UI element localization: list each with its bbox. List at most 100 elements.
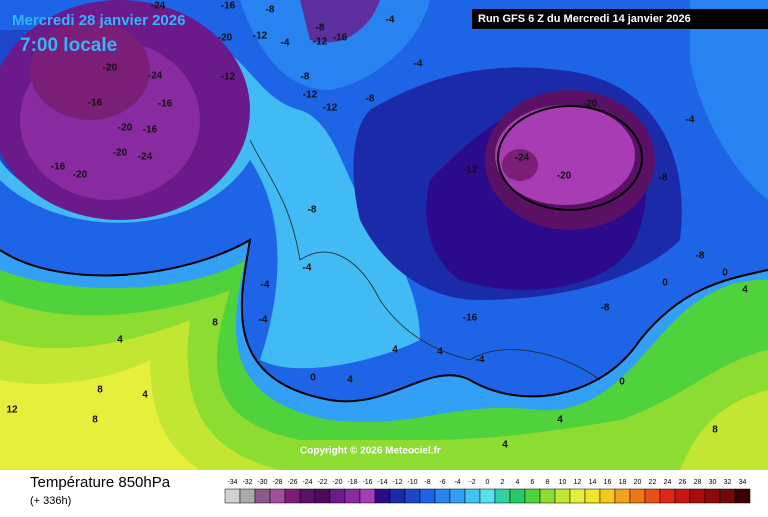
contour-label: -8 (266, 5, 275, 16)
contour-label: -20 (118, 123, 133, 134)
contour-label: 12 (6, 405, 18, 416)
scale-label: 2 (501, 479, 505, 486)
contour-label: -8 (308, 205, 317, 216)
scale-swatch (689, 488, 706, 504)
contour-labels: -24-20-16-16-20-24-20-20-16-24-16-20-16-… (6, 1, 748, 451)
contour-label: -24 (151, 1, 166, 12)
scale-label: -10 (407, 479, 417, 486)
scale-swatch (734, 488, 751, 504)
contour-label: 0 (662, 278, 668, 289)
scale-label: -24 (302, 479, 312, 486)
scale-label: 20 (634, 479, 642, 486)
contour-label: -20 (113, 148, 128, 159)
contour-label: -8 (366, 94, 375, 105)
scale-swatch (719, 488, 736, 504)
scale-swatch (599, 488, 616, 504)
map-background (0, 0, 768, 470)
contour-label: 8 (212, 318, 218, 329)
contour-label: -12 (463, 165, 478, 176)
scale-label: -32 (242, 479, 252, 486)
scale-swatch (479, 488, 496, 504)
scale-label: 22 (649, 479, 657, 486)
contour-label: 4 (557, 415, 563, 426)
scale-label: 12 (574, 479, 582, 486)
scale-swatch (674, 488, 691, 504)
contour-label: 4 (437, 347, 443, 358)
contour-label: -12 (323, 103, 338, 114)
scale-swatch (419, 488, 436, 504)
contour-label: -20 (103, 63, 118, 74)
scale-label: 34 (739, 479, 747, 486)
contour-label: -12 (303, 90, 318, 101)
scale-label: -18 (347, 479, 357, 486)
contour-label: 4 (142, 390, 148, 401)
contour-label: -8 (301, 72, 310, 83)
scale-label: -34 (227, 479, 237, 486)
contour-label: -16 (463, 313, 478, 324)
scale-swatch (569, 488, 586, 504)
scale-label: 16 (604, 479, 612, 486)
scale-label: -26 (287, 479, 297, 486)
scale-label: -6 (439, 479, 445, 486)
contour-label: -16 (221, 1, 236, 12)
footer-lead: (+ 336h) (30, 495, 71, 507)
contour-label: -4 (261, 280, 270, 291)
scale-swatch (449, 488, 466, 504)
scale-swatch (404, 488, 421, 504)
contour-label: -16 (88, 98, 103, 109)
scale-swatch (554, 488, 571, 504)
contour-label: -12 (253, 31, 268, 42)
scale-label: -8 (424, 479, 430, 486)
contour-label: -20 (583, 99, 598, 110)
contour-label: -4 (686, 115, 695, 126)
contour-label: -24 (148, 71, 163, 82)
contour-label: 4 (117, 335, 123, 346)
contour-label: -4 (476, 355, 485, 366)
contour-label: 0 (310, 373, 316, 384)
scale-swatch (704, 488, 721, 504)
run-banner (472, 9, 768, 29)
contour-label: 4 (392, 345, 398, 356)
scale-swatch (644, 488, 661, 504)
scale-swatch (374, 488, 391, 504)
scale-label: -2 (469, 479, 475, 486)
scale-swatch (269, 488, 286, 504)
scale-swatch (584, 488, 601, 504)
contour-label: -12 (313, 37, 328, 48)
contour-label: -8 (316, 23, 325, 34)
scale-swatch (329, 488, 346, 504)
forecast-time: 7:00 locale (20, 35, 117, 56)
contour-label: -8 (696, 251, 705, 262)
copyright: Copyright © 2026 Meteociel.fr (300, 446, 441, 457)
scale-swatch (524, 488, 541, 504)
scale-swatch (344, 488, 361, 504)
scale-label: 8 (546, 479, 550, 486)
contour-label: 0 (619, 377, 625, 388)
contour-label: -16 (143, 125, 158, 136)
contour-label: 8 (92, 415, 98, 426)
scale-label: -22 (317, 479, 327, 486)
scale-swatch (389, 488, 406, 504)
scale-label: -30 (257, 479, 267, 486)
scale-label: 14 (589, 479, 597, 486)
contour-label: 4 (347, 375, 353, 386)
scale-label: 4 (516, 479, 520, 486)
scale-label: -20 (332, 479, 342, 486)
scale-label: -16 (362, 479, 372, 486)
contour-label: -24 (138, 152, 153, 163)
scale-swatch (314, 488, 331, 504)
scale-label: -28 (272, 479, 282, 486)
scale-swatch (284, 488, 301, 504)
scale-swatch (239, 488, 256, 504)
scale-swatch (254, 488, 271, 504)
scale-swatch (629, 488, 646, 504)
scale-label: 18 (619, 479, 627, 486)
scale-label: 28 (694, 479, 702, 486)
contour-label: -20 (218, 33, 233, 44)
contour-label: -8 (659, 173, 668, 184)
scale-label: 24 (664, 479, 672, 486)
scale-label: 0 (486, 479, 490, 486)
scale-label: -4 (454, 479, 460, 486)
run-info: Run GFS 6 Z du Mercredi 14 janvier 2026 (478, 13, 691, 25)
